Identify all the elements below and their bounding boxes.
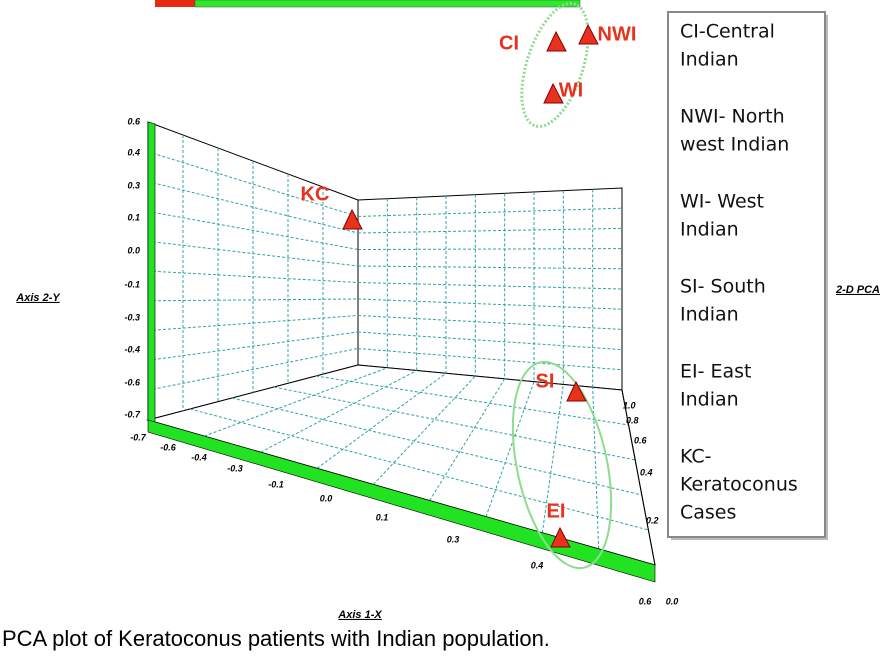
x-axis-bar (147, 419, 656, 583)
point-label: EI (547, 500, 566, 522)
y-tick-label: -0.1 (124, 279, 140, 289)
back-wall (357, 187, 623, 391)
point-marker (543, 82, 564, 104)
grid-line (357, 227, 623, 234)
x-tick-label: 0.0 (320, 493, 333, 503)
grid-line (357, 207, 623, 217)
grid-line (357, 298, 623, 310)
points: CI NWI WI KC SI EI (301, 23, 637, 548)
y-tick-label: -0.7 (124, 409, 141, 419)
legend-text: SI- South (680, 276, 766, 298)
z-tick-label: 0.8 (626, 415, 639, 425)
point-label: SI (536, 370, 555, 392)
y-tick-label: -0.3 (124, 312, 140, 322)
grid-line (231, 397, 642, 496)
z-tick-label: 0.0 (666, 596, 679, 606)
grid-line (147, 348, 359, 391)
legend-text: KC- (680, 446, 712, 468)
legend-text: Indian (680, 49, 739, 71)
legend-text: Cases (680, 502, 736, 524)
x-tick-label: 0.1 (376, 512, 389, 522)
point-label: WI (559, 79, 583, 101)
point-marker (578, 23, 599, 45)
legend-text: EI- East (680, 361, 752, 383)
cluster-ellipse (511, 360, 613, 570)
grid-line (485, 381, 535, 517)
point-label: NWI (598, 23, 637, 45)
z-tick-label: 1.0 (623, 400, 636, 410)
y-axis-bar (147, 121, 156, 423)
legend: CI-Central Indian NWI- North west Indian WI-… (680, 21, 798, 524)
grid-line (357, 348, 623, 371)
grid (147, 135, 649, 549)
grid-line (357, 315, 623, 330)
legend-text: Indian (680, 304, 739, 326)
legend-text: west Indian (680, 134, 789, 156)
point-label: KC (301, 183, 330, 205)
z-tick-label: 0.4 (640, 467, 653, 477)
grid-line (189, 408, 649, 531)
y-tick-label: 0.4 (127, 147, 140, 157)
grid-line (273, 386, 636, 461)
y-tick-label: 0.1 (127, 212, 140, 222)
x-tick-label: 0.4 (531, 560, 544, 570)
grid-line (592, 387, 600, 549)
z-axis-edge (621, 389, 656, 566)
x-tick-label: -0.7 (130, 432, 147, 442)
legend-box (667, 11, 826, 538)
legend-text: Keratoconus (680, 474, 798, 496)
grid-line (357, 265, 623, 270)
point-marker (546, 30, 567, 52)
x-tick-label: -0.3 (227, 463, 243, 473)
grid-line (357, 248, 623, 250)
grid-line (315, 375, 629, 426)
grid-line (316, 372, 447, 469)
legend-text: Indian (680, 389, 739, 411)
caption: PCA plot of Keratoconus patients with In… (2, 626, 550, 651)
point-marker (566, 380, 587, 402)
grid-line (429, 378, 506, 501)
y-axis-title: Axis 2-Y (15, 292, 61, 304)
x-tick-label: -0.6 (160, 442, 177, 452)
point-marker (550, 526, 571, 548)
x-tick-label: -0.1 (268, 479, 284, 489)
y-tick-label: -0.4 (124, 344, 140, 354)
y-tick-label: 0.0 (127, 245, 140, 255)
x-tick-label: -0.4 (191, 452, 207, 462)
x-tick-label: 0.3 (447, 534, 460, 544)
legend-text: Indian (680, 219, 739, 241)
legend-text: WI- West (680, 191, 764, 213)
side-title: 2-D PCA (835, 284, 880, 296)
z-tick-label: 0.2 (646, 515, 659, 525)
z-tick-label: 0.6 (634, 435, 648, 445)
x-axis-title: Axis 1-X (337, 609, 382, 621)
grid-line (204, 367, 388, 437)
point-marker (342, 208, 363, 230)
legend-text: CI-Central (680, 21, 775, 43)
top-bar (194, 0, 581, 8)
point-label: CI (499, 32, 519, 54)
top-bar (155, 0, 195, 7)
grid-line (260, 370, 417, 453)
grid-line (357, 331, 623, 351)
grid-line (357, 282, 623, 290)
y-tick-label: 0.6 (127, 116, 141, 126)
y-tick-label: -0.6 (124, 377, 141, 387)
cluster-ellipse (520, 2, 590, 128)
y-tick-label: 0.3 (127, 180, 140, 190)
legend-text: NWI- North (680, 106, 785, 128)
x-tick-label: 0.6 (639, 596, 653, 606)
